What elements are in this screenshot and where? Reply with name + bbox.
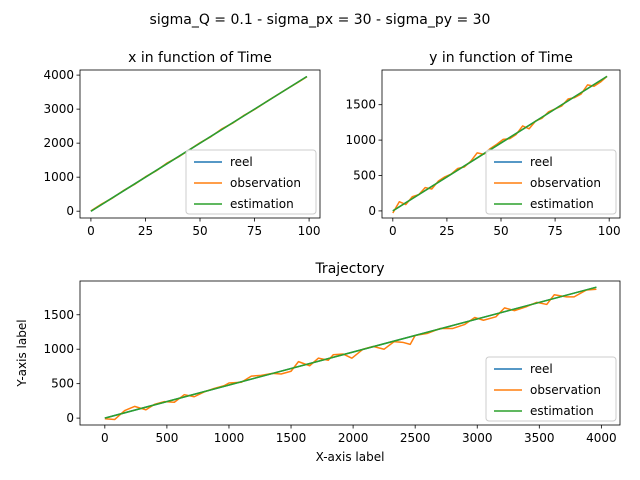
y-tick-label: 1500 bbox=[43, 308, 74, 322]
x-tick-label: 500 bbox=[155, 431, 178, 445]
plot-area bbox=[392, 75, 608, 214]
x-tick-label: 3000 bbox=[462, 431, 493, 445]
legend-label-reel: reel bbox=[230, 155, 253, 169]
y-tick-label: 0 bbox=[66, 411, 74, 425]
x-tick-label: 75 bbox=[547, 224, 562, 238]
y-tick-label: 0 bbox=[368, 204, 376, 218]
y-tick-label: 3000 bbox=[43, 102, 74, 116]
legend-label-observation: observation bbox=[530, 383, 601, 397]
legend: reel observation estimation bbox=[485, 149, 617, 215]
y-tick-label: 500 bbox=[51, 377, 74, 391]
legend-label-reel: reel bbox=[530, 362, 553, 376]
x-tick-label: 100 bbox=[598, 224, 621, 238]
series-line-estimation bbox=[392, 75, 608, 212]
plot-area bbox=[90, 75, 308, 212]
x-tick-label: 4000 bbox=[586, 431, 617, 445]
x-tick-label: 0 bbox=[87, 224, 95, 238]
chart-title: x in function of Time bbox=[128, 50, 272, 66]
x-tick-label: 1000 bbox=[214, 431, 245, 445]
chart-title: y in function of Time bbox=[429, 50, 573, 66]
legend-label-observation: observation bbox=[530, 176, 601, 190]
y-tick-label: 1000 bbox=[43, 342, 74, 356]
x-tick-label: 2500 bbox=[400, 431, 431, 445]
legend-label-estimation: estimation bbox=[530, 404, 594, 418]
y-tick-label: 0 bbox=[66, 204, 74, 218]
x-tick-label: 100 bbox=[298, 224, 321, 238]
legend-label-observation: observation bbox=[230, 176, 301, 190]
y-tick-label: 1000 bbox=[43, 170, 74, 184]
x-tick-label: 0 bbox=[101, 431, 109, 445]
y-axis-label: Y-axis label bbox=[15, 319, 29, 387]
figure-suptitle: sigma_Q = 0.1 - sigma_px = 30 - sigma_py… bbox=[150, 12, 491, 28]
legend-label-estimation: estimation bbox=[230, 197, 294, 211]
series-line-estimation bbox=[90, 75, 308, 212]
x-axis-label: X-axis label bbox=[316, 450, 385, 464]
x-tick-label: 3500 bbox=[524, 431, 555, 445]
y-tick-label: 500 bbox=[353, 169, 376, 183]
chart-title: Trajectory bbox=[314, 261, 384, 277]
x-tick-label: 25 bbox=[138, 224, 153, 238]
legend: reel observation estimation bbox=[485, 356, 617, 422]
axes-frame bbox=[79, 280, 621, 426]
y-tick-label: 1000 bbox=[345, 133, 376, 147]
y-tick-label: 2000 bbox=[43, 136, 74, 150]
x-tick-label: 25 bbox=[439, 224, 454, 238]
x-tick-label: 1500 bbox=[276, 431, 307, 445]
plot-area bbox=[104, 286, 597, 421]
legend-label-estimation: estimation bbox=[530, 197, 594, 211]
chart-3: 0 500 1000 1500 2000 2500 3000 3500 4000 0 500 1000… bbox=[15, 261, 621, 464]
y-tick-label: 1500 bbox=[345, 98, 376, 112]
x-tick-label: 50 bbox=[493, 224, 508, 238]
y-tick-label: 4000 bbox=[43, 68, 74, 82]
x-tick-label: 0 bbox=[389, 224, 397, 238]
x-tick-label: 75 bbox=[247, 224, 262, 238]
x-tick-label: 2000 bbox=[338, 431, 369, 445]
legend: reel observation estimation bbox=[185, 149, 317, 215]
series-line-estimation bbox=[104, 286, 597, 419]
x-tick-label: 50 bbox=[192, 224, 207, 238]
legend-label-reel: reel bbox=[530, 155, 553, 169]
